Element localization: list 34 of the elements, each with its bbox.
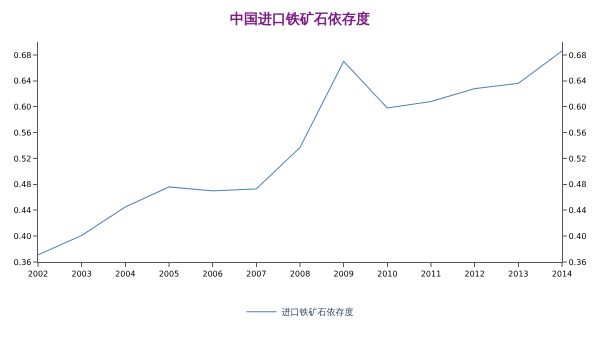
y2-tick-label: 0.56: [568, 128, 586, 138]
y-tick-label: 0.40: [14, 232, 32, 241]
y2-tick-label: 0.68: [568, 50, 586, 60]
y-tick-label: 0.64: [14, 76, 32, 86]
x-tick-label: 2008: [290, 270, 310, 279]
x-tick-label: 2010: [377, 270, 398, 279]
x-tick-label: 2012: [464, 270, 485, 279]
y-tick-label: 0.48: [14, 180, 32, 190]
y-tick-label: 0.56: [14, 128, 32, 138]
y-tick-label: 0.36: [14, 258, 32, 267]
x-tick-label: 2009: [333, 270, 354, 279]
x-tick-label: 2006: [202, 270, 223, 279]
y-tick-label: 0.68: [14, 50, 32, 60]
x-tick-label: 2005: [158, 270, 180, 279]
legend-label: 进口铁矿石依存度: [282, 307, 354, 318]
x-tick-label: 2007: [246, 270, 267, 279]
x-tick-label: 2014: [552, 270, 572, 279]
x-tick-label: 2004: [115, 270, 136, 279]
y2-tick-label: 0.40: [568, 232, 586, 241]
y-tick-label: 0.44: [14, 206, 32, 216]
y2-tick-label: 0.44: [568, 206, 586, 216]
x-tick-label: 2002: [28, 270, 48, 279]
line-series: [38, 50, 562, 256]
x-tick-label: 2011: [420, 270, 442, 279]
y2-tick-label: 0.60: [568, 102, 586, 112]
y2-tick-label: 0.48: [568, 180, 586, 190]
y2-tick-label: 0.52: [568, 154, 586, 164]
y2-tick-label: 0.64: [568, 76, 586, 86]
y-tick-label: 0.52: [14, 154, 32, 164]
y-tick-label: 0.60: [14, 102, 32, 112]
x-tick-label: 2003: [71, 270, 92, 279]
y2-tick-label: 0.36: [568, 258, 586, 267]
x-tick-label: 2013: [508, 270, 529, 279]
chart-title: 中国进口铁矿石依存度: [230, 10, 370, 28]
